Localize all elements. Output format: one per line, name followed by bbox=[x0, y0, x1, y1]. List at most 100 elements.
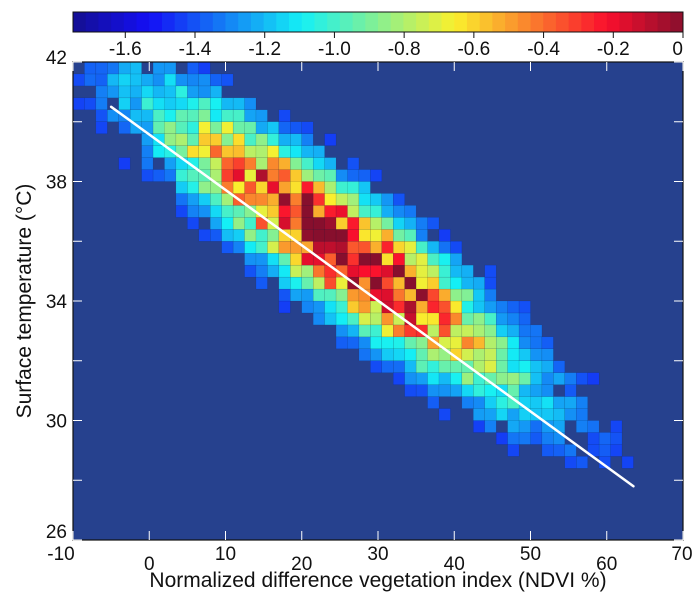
heatmap-cell bbox=[518, 432, 531, 445]
heatmap-cell bbox=[255, 252, 268, 266]
heatmap-cell bbox=[107, 73, 119, 87]
heatmap-cell bbox=[324, 181, 337, 194]
colorbar-cell bbox=[568, 12, 582, 32]
heatmap-cell bbox=[141, 109, 154, 122]
heatmap-cell bbox=[393, 193, 405, 206]
heatmap-cell bbox=[198, 97, 211, 110]
heatmap-cell bbox=[301, 205, 314, 218]
heatmap-cell bbox=[450, 312, 463, 326]
heatmap-cell bbox=[541, 432, 554, 445]
heatmap-cell bbox=[461, 276, 474, 290]
heatmap-cell bbox=[290, 276, 302, 290]
heatmap-cell bbox=[530, 336, 543, 350]
heatmap-cell bbox=[381, 241, 394, 254]
heatmap-cell bbox=[210, 217, 222, 230]
heatmap-cell bbox=[450, 288, 463, 302]
colorbar-ticks: -1.6 -1.4 -1.2 -1.0 -0.8 -0.6 -0.4 -0.2 0 bbox=[109, 32, 684, 60]
heatmap-cell bbox=[267, 264, 280, 278]
heatmap-cell bbox=[198, 205, 211, 218]
heatmap-cell bbox=[381, 205, 394, 218]
heatmap-cell bbox=[587, 420, 600, 433]
heatmap-cell bbox=[427, 324, 440, 338]
heatmap-cell bbox=[370, 348, 383, 361]
heatmap-cell bbox=[290, 145, 302, 158]
heatmap-cell bbox=[278, 157, 291, 170]
colorbar-tick-label: -0.8 bbox=[388, 39, 421, 60]
heatmap-cell bbox=[198, 229, 211, 242]
heatmap-cell bbox=[312, 157, 325, 170]
heatmap-cell bbox=[267, 133, 280, 146]
heatmap-cell bbox=[175, 121, 188, 134]
heatmap-cell bbox=[187, 145, 200, 158]
heatmap-cell bbox=[610, 420, 623, 433]
heatmap-cell bbox=[141, 97, 154, 110]
heatmap-cell bbox=[198, 121, 211, 134]
heatmap-cell bbox=[450, 252, 463, 266]
colorbar-cell bbox=[339, 12, 354, 32]
heatmap-cell bbox=[232, 121, 245, 134]
heatmap-cell bbox=[495, 432, 508, 445]
heatmap-cell bbox=[473, 300, 485, 314]
heatmap-cell bbox=[290, 121, 302, 134]
heatmap-cell bbox=[404, 252, 417, 266]
y-tick-label: 38 bbox=[46, 173, 67, 194]
heatmap-cell bbox=[290, 157, 302, 170]
heatmap-cell bbox=[278, 109, 291, 122]
heatmap-cell bbox=[553, 408, 566, 421]
heatmap-cell bbox=[518, 348, 531, 361]
heatmap-cell bbox=[187, 193, 200, 206]
colorbar-cell bbox=[606, 12, 620, 32]
heatmap-cell bbox=[370, 264, 383, 278]
heatmap-cell bbox=[461, 372, 474, 385]
heatmap-cell bbox=[164, 109, 177, 122]
heatmap-cell bbox=[473, 288, 485, 302]
heatmap-cell bbox=[129, 73, 142, 87]
heatmap-cell bbox=[495, 372, 508, 385]
heatmap-cell bbox=[73, 97, 85, 110]
heatmap-cell bbox=[404, 229, 417, 242]
colorbar-cell bbox=[492, 12, 506, 32]
heatmap-cell bbox=[473, 420, 485, 433]
heatmap-cell bbox=[473, 384, 485, 397]
heatmap-cell bbox=[427, 252, 440, 266]
heatmap-cell bbox=[175, 193, 188, 206]
heatmap-cell bbox=[221, 205, 234, 218]
heatmap-cell bbox=[312, 145, 325, 158]
heatmap-cell bbox=[210, 109, 222, 122]
colorbar-cell bbox=[670, 12, 684, 32]
heatmap-cell bbox=[541, 396, 554, 409]
heatmap-cell bbox=[324, 241, 337, 254]
heatmap-cell bbox=[107, 85, 119, 99]
heatmap-cell bbox=[484, 324, 497, 338]
heatmap-cell bbox=[164, 62, 177, 63]
colorbar-tick-label: 0 bbox=[672, 39, 683, 60]
heatmap-cell bbox=[301, 157, 314, 170]
colorbar-cell bbox=[479, 12, 493, 32]
heatmap-cell bbox=[255, 109, 268, 122]
heatmap-cell bbox=[187, 109, 200, 122]
heatmap-cell bbox=[495, 324, 508, 338]
heatmap-cell bbox=[450, 324, 463, 338]
heatmap-cell bbox=[358, 324, 371, 338]
heatmap-cell bbox=[232, 169, 245, 182]
heatmap-cell bbox=[438, 324, 451, 338]
heatmap-cell bbox=[370, 324, 383, 338]
heatmap-cell bbox=[530, 396, 543, 409]
heatmap-cell bbox=[141, 73, 154, 87]
heatmap-cell bbox=[358, 169, 371, 182]
heatmap-cell bbox=[198, 109, 211, 122]
heatmap-cell bbox=[450, 372, 463, 385]
heatmap-cell bbox=[175, 97, 188, 110]
heatmap-cell bbox=[427, 384, 440, 397]
heatmap-cell bbox=[118, 62, 131, 75]
heatmap-cell bbox=[324, 193, 337, 206]
heatmap-cell bbox=[370, 229, 383, 242]
heatmap-cell bbox=[564, 384, 577, 397]
heatmap-cell bbox=[587, 372, 600, 385]
heatmap-cell bbox=[415, 384, 428, 397]
heatmap-cell bbox=[290, 193, 302, 206]
heatmap-cell bbox=[598, 432, 611, 445]
colorbar-cell bbox=[543, 12, 557, 32]
heatmap-cell bbox=[221, 109, 234, 122]
heatmap-cell bbox=[335, 312, 348, 326]
